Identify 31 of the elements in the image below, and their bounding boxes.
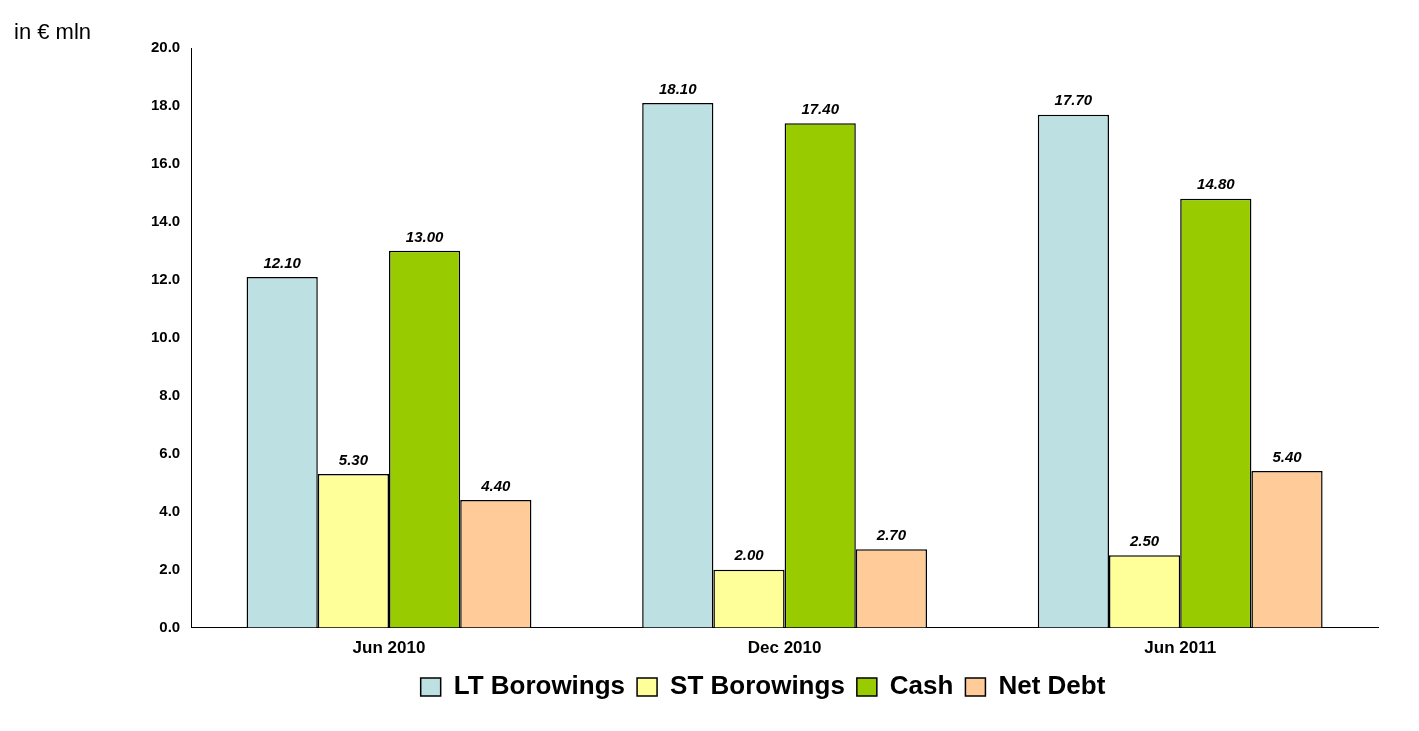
y-tick-label: 6.0 — [159, 443, 181, 461]
y-axis-title: in € mln — [14, 19, 92, 45]
data-label: 2.70 — [875, 525, 907, 543]
data-label: 5.30 — [338, 450, 369, 468]
y-tick-label: 12.0 — [150, 269, 181, 287]
legend-label: Net Debt — [998, 670, 1106, 701]
y-tick-label: 20.0 — [150, 38, 181, 56]
data-label: 12.10 — [263, 253, 302, 271]
data-label: 17.70 — [1054, 91, 1093, 109]
y-tick-label: 8.0 — [159, 385, 181, 403]
data-label: 18.10 — [659, 79, 698, 97]
legend-label: Cash — [889, 670, 954, 701]
x-tick-label: Dec 2010 — [747, 638, 822, 658]
legend-label: ST Borowings — [670, 670, 845, 701]
data-label: 5.40 — [1272, 447, 1303, 465]
data-label: 4.40 — [480, 476, 512, 494]
data-label: 17.40 — [801, 99, 840, 117]
y-tick-label: 10.0 — [150, 327, 181, 345]
y-tick-label: 4.0 — [159, 501, 181, 519]
x-tick-label: Jun 2010 — [352, 638, 426, 658]
data-label: 2.00 — [733, 546, 765, 564]
data-label: 14.80 — [1197, 175, 1236, 193]
y-tick-label: 0.0 — [159, 617, 181, 635]
x-tick-label: Jun 2011 — [1144, 638, 1217, 658]
y-tick-label: 16.0 — [150, 154, 181, 172]
data-label: 2.50 — [1128, 531, 1160, 549]
data-label: 13.00 — [405, 227, 445, 245]
y-tick-label: 14.0 — [150, 212, 181, 230]
y-tick-label: 2.0 — [159, 559, 181, 577]
y-tick-label: 18.0 — [150, 96, 181, 114]
legend-label: LT Borowings — [453, 670, 626, 701]
